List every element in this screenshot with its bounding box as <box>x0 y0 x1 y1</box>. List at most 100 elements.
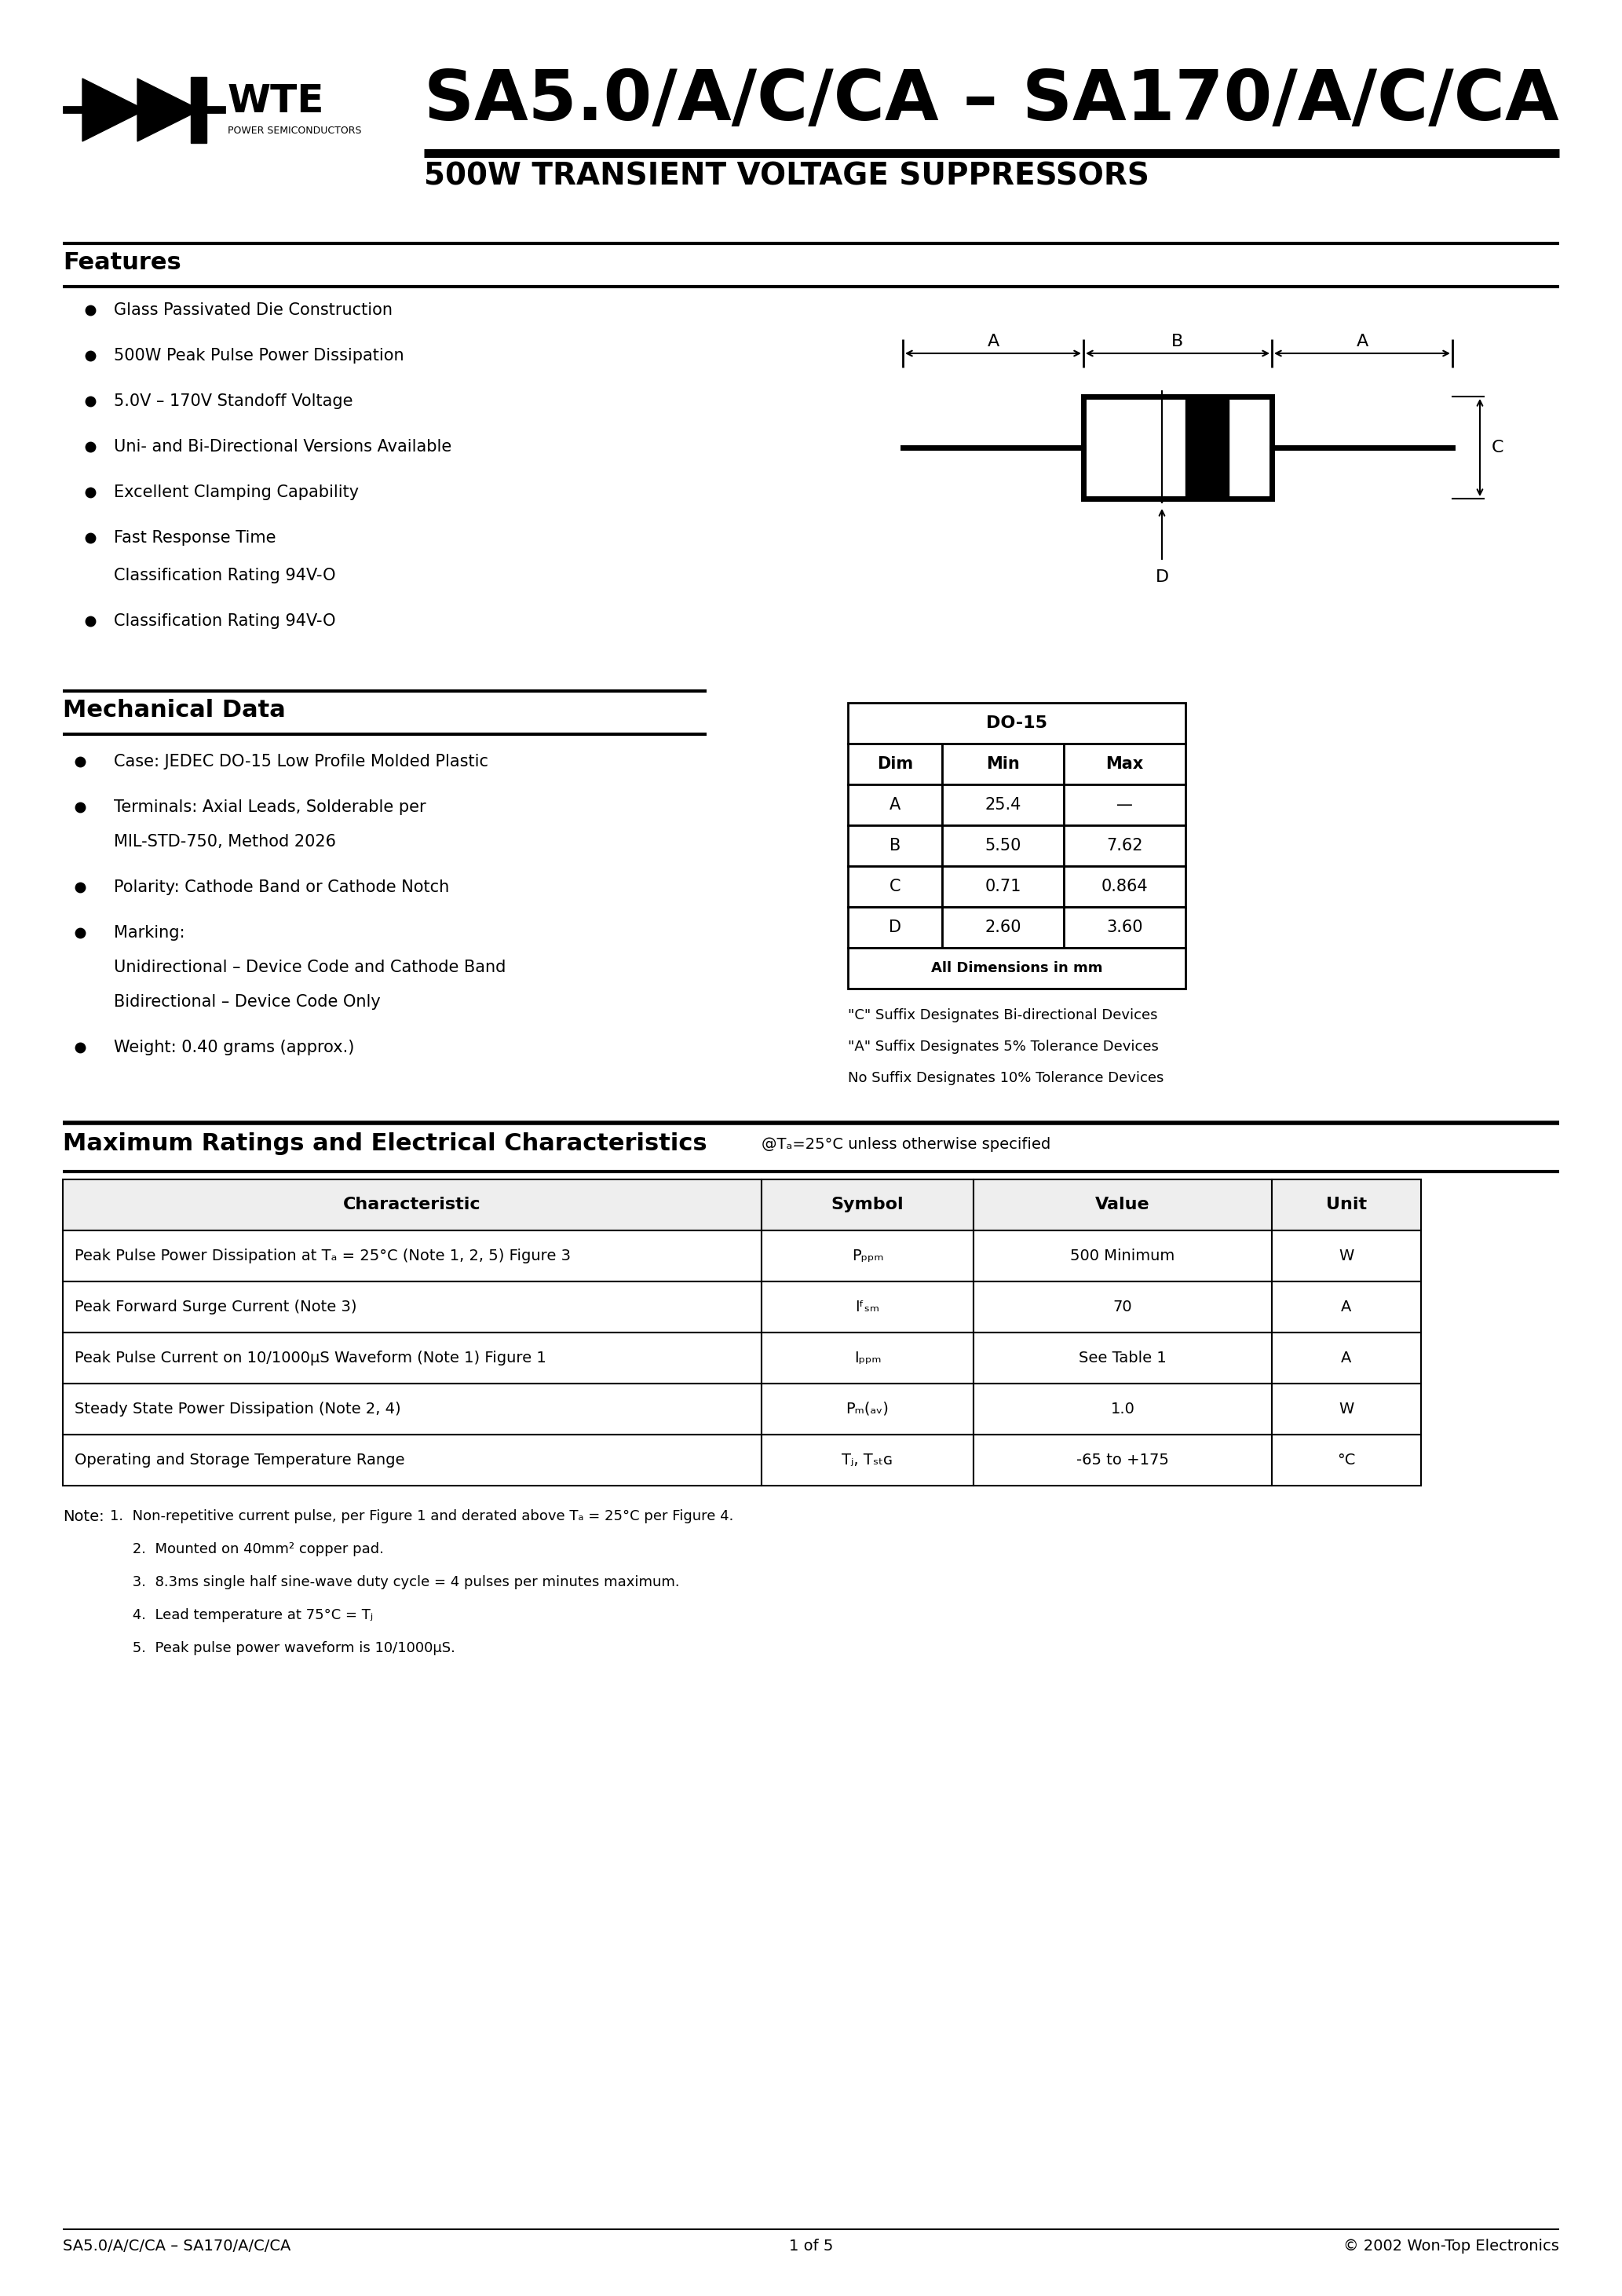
Text: 5.0V – 170V Standoff Voltage: 5.0V – 170V Standoff Voltage <box>114 393 354 409</box>
Text: 3.60: 3.60 <box>1106 918 1144 934</box>
Text: Peak Forward Surge Current (Note 3): Peak Forward Surge Current (Note 3) <box>75 1300 357 1316</box>
Bar <box>848 948 1186 990</box>
Bar <box>942 744 1064 785</box>
Text: 7.62: 7.62 <box>1106 838 1144 854</box>
Text: No Suffix Designates 10% Tolerance Devices: No Suffix Designates 10% Tolerance Devic… <box>848 1070 1165 1086</box>
Text: 3.  8.3ms single half sine-wave duty cycle = 4 pulses per minutes maximum.: 3. 8.3ms single half sine-wave duty cycl… <box>110 1575 680 1589</box>
Bar <box>762 1384 973 1435</box>
Text: Min: Min <box>986 755 1020 771</box>
Polygon shape <box>1186 397 1229 498</box>
Bar <box>762 1180 973 1231</box>
Text: "C" Suffix Designates Bi-directional Devices: "C" Suffix Designates Bi-directional Dev… <box>848 1008 1158 1022</box>
Bar <box>63 1231 762 1281</box>
Text: A: A <box>1356 333 1367 349</box>
Text: 25.4: 25.4 <box>985 797 1022 813</box>
Text: Bidirectional – Device Code Only: Bidirectional – Device Code Only <box>114 994 381 1010</box>
Bar <box>63 1180 762 1231</box>
Text: 500W Peak Pulse Power Dissipation: 500W Peak Pulse Power Dissipation <box>114 349 404 363</box>
Text: Pₘ(ₐᵥ): Pₘ(ₐᵥ) <box>847 1401 889 1417</box>
Bar <box>848 866 942 907</box>
Text: 1 of 5: 1 of 5 <box>788 2239 834 2255</box>
Text: B: B <box>1171 333 1184 349</box>
Bar <box>1064 824 1186 866</box>
Text: Peak Pulse Power Dissipation at Tₐ = 25°C (Note 1, 2, 5) Figure 3: Peak Pulse Power Dissipation at Tₐ = 25°… <box>75 1249 571 1263</box>
Bar <box>1272 1180 1421 1231</box>
Text: Max: Max <box>1106 755 1144 771</box>
Text: A: A <box>988 333 999 349</box>
Text: W: W <box>1338 1249 1354 1263</box>
Text: A: A <box>1341 1300 1351 1316</box>
Text: Tⱼ, Tₛₜɢ: Tⱼ, Tₛₜɢ <box>842 1453 894 1467</box>
Bar <box>973 1332 1272 1384</box>
Text: Glass Passivated Die Construction: Glass Passivated Die Construction <box>114 303 393 319</box>
Text: SA5.0/A/C/CA – SA170/A/C/CA: SA5.0/A/C/CA – SA170/A/C/CA <box>423 67 1559 135</box>
Bar <box>942 907 1064 948</box>
Text: °C: °C <box>1337 1453 1356 1467</box>
Text: Polarity: Cathode Band or Cathode Notch: Polarity: Cathode Band or Cathode Notch <box>114 879 449 895</box>
Text: Note:: Note: <box>63 1508 104 1525</box>
Text: Fast Response Time: Fast Response Time <box>114 530 276 546</box>
Text: 0.864: 0.864 <box>1101 879 1148 895</box>
Bar <box>973 1231 1272 1281</box>
Bar <box>942 785 1064 824</box>
Bar <box>973 1435 1272 1486</box>
Bar <box>762 1231 973 1281</box>
Text: 1.0: 1.0 <box>1111 1401 1135 1417</box>
Text: 0.71: 0.71 <box>985 879 1022 895</box>
Text: Case: JEDEC DO-15 Low Profile Molded Plastic: Case: JEDEC DO-15 Low Profile Molded Pla… <box>114 753 488 769</box>
Text: SA5.0/A/C/CA – SA170/A/C/CA: SA5.0/A/C/CA – SA170/A/C/CA <box>63 2239 290 2255</box>
Text: Excellent Clamping Capability: Excellent Clamping Capability <box>114 484 358 501</box>
Text: Pₚₚₘ: Pₚₚₘ <box>852 1249 884 1263</box>
Text: 2.  Mounted on 40mm² copper pad.: 2. Mounted on 40mm² copper pad. <box>110 1543 384 1557</box>
Text: 70: 70 <box>1113 1300 1132 1316</box>
Bar <box>63 1384 762 1435</box>
Text: 5.50: 5.50 <box>985 838 1022 854</box>
Text: Maximum Ratings and Electrical Characteristics: Maximum Ratings and Electrical Character… <box>63 1132 707 1155</box>
Text: MIL-STD-750, Method 2026: MIL-STD-750, Method 2026 <box>114 833 336 850</box>
Text: Marking:: Marking: <box>114 925 185 941</box>
Bar <box>942 866 1064 907</box>
Bar <box>1272 1281 1421 1332</box>
Text: Unit: Unit <box>1325 1196 1367 1212</box>
Text: Classification Rating 94V-O: Classification Rating 94V-O <box>114 613 336 629</box>
Bar <box>1083 397 1272 498</box>
Bar <box>63 1332 762 1384</box>
Bar <box>762 1332 973 1384</box>
Bar <box>1064 866 1186 907</box>
Text: 2.60: 2.60 <box>985 918 1022 934</box>
Text: W: W <box>1338 1401 1354 1417</box>
Text: D: D <box>889 918 902 934</box>
Text: C: C <box>1492 441 1504 455</box>
Text: A: A <box>1341 1350 1351 1366</box>
Text: C: C <box>889 879 900 895</box>
Text: 500W TRANSIENT VOLTAGE SUPPRESSORS: 500W TRANSIENT VOLTAGE SUPPRESSORS <box>423 161 1150 191</box>
Text: -65 to +175: -65 to +175 <box>1077 1453 1169 1467</box>
Text: Unidirectional – Device Code and Cathode Band: Unidirectional – Device Code and Cathode… <box>114 960 506 976</box>
Text: 1.  Non-repetitive current pulse, per Figure 1 and derated above Tₐ = 25°C per F: 1. Non-repetitive current pulse, per Fig… <box>110 1508 733 1522</box>
Text: Symbol: Symbol <box>830 1196 903 1212</box>
Text: All Dimensions in mm: All Dimensions in mm <box>931 962 1103 976</box>
Polygon shape <box>138 78 200 142</box>
Text: Dim: Dim <box>878 755 913 771</box>
Bar <box>848 907 942 948</box>
Text: Classification Rating 94V-O: Classification Rating 94V-O <box>114 567 336 583</box>
Text: Mechanical Data: Mechanical Data <box>63 698 285 721</box>
Bar <box>848 824 942 866</box>
Bar <box>848 703 1186 744</box>
Text: B: B <box>889 838 900 854</box>
Text: Weight: 0.40 grams (approx.): Weight: 0.40 grams (approx.) <box>114 1040 354 1056</box>
Text: Iᶠₛₘ: Iᶠₛₘ <box>855 1300 879 1316</box>
Text: See Table 1: See Table 1 <box>1079 1350 1166 1366</box>
Bar <box>762 1281 973 1332</box>
Polygon shape <box>83 78 146 142</box>
Bar <box>1272 1332 1421 1384</box>
Text: —: — <box>1116 797 1132 813</box>
Text: POWER SEMICONDUCTORS: POWER SEMICONDUCTORS <box>227 126 362 135</box>
Text: DO-15: DO-15 <box>986 716 1048 730</box>
Bar <box>1064 744 1186 785</box>
Bar <box>942 824 1064 866</box>
Text: Steady State Power Dissipation (Note 2, 4): Steady State Power Dissipation (Note 2, … <box>75 1401 401 1417</box>
Text: Iₚₚₘ: Iₚₚₘ <box>853 1350 881 1366</box>
Bar <box>1272 1384 1421 1435</box>
Text: © 2002 Won-Top Electronics: © 2002 Won-Top Electronics <box>1343 2239 1559 2255</box>
